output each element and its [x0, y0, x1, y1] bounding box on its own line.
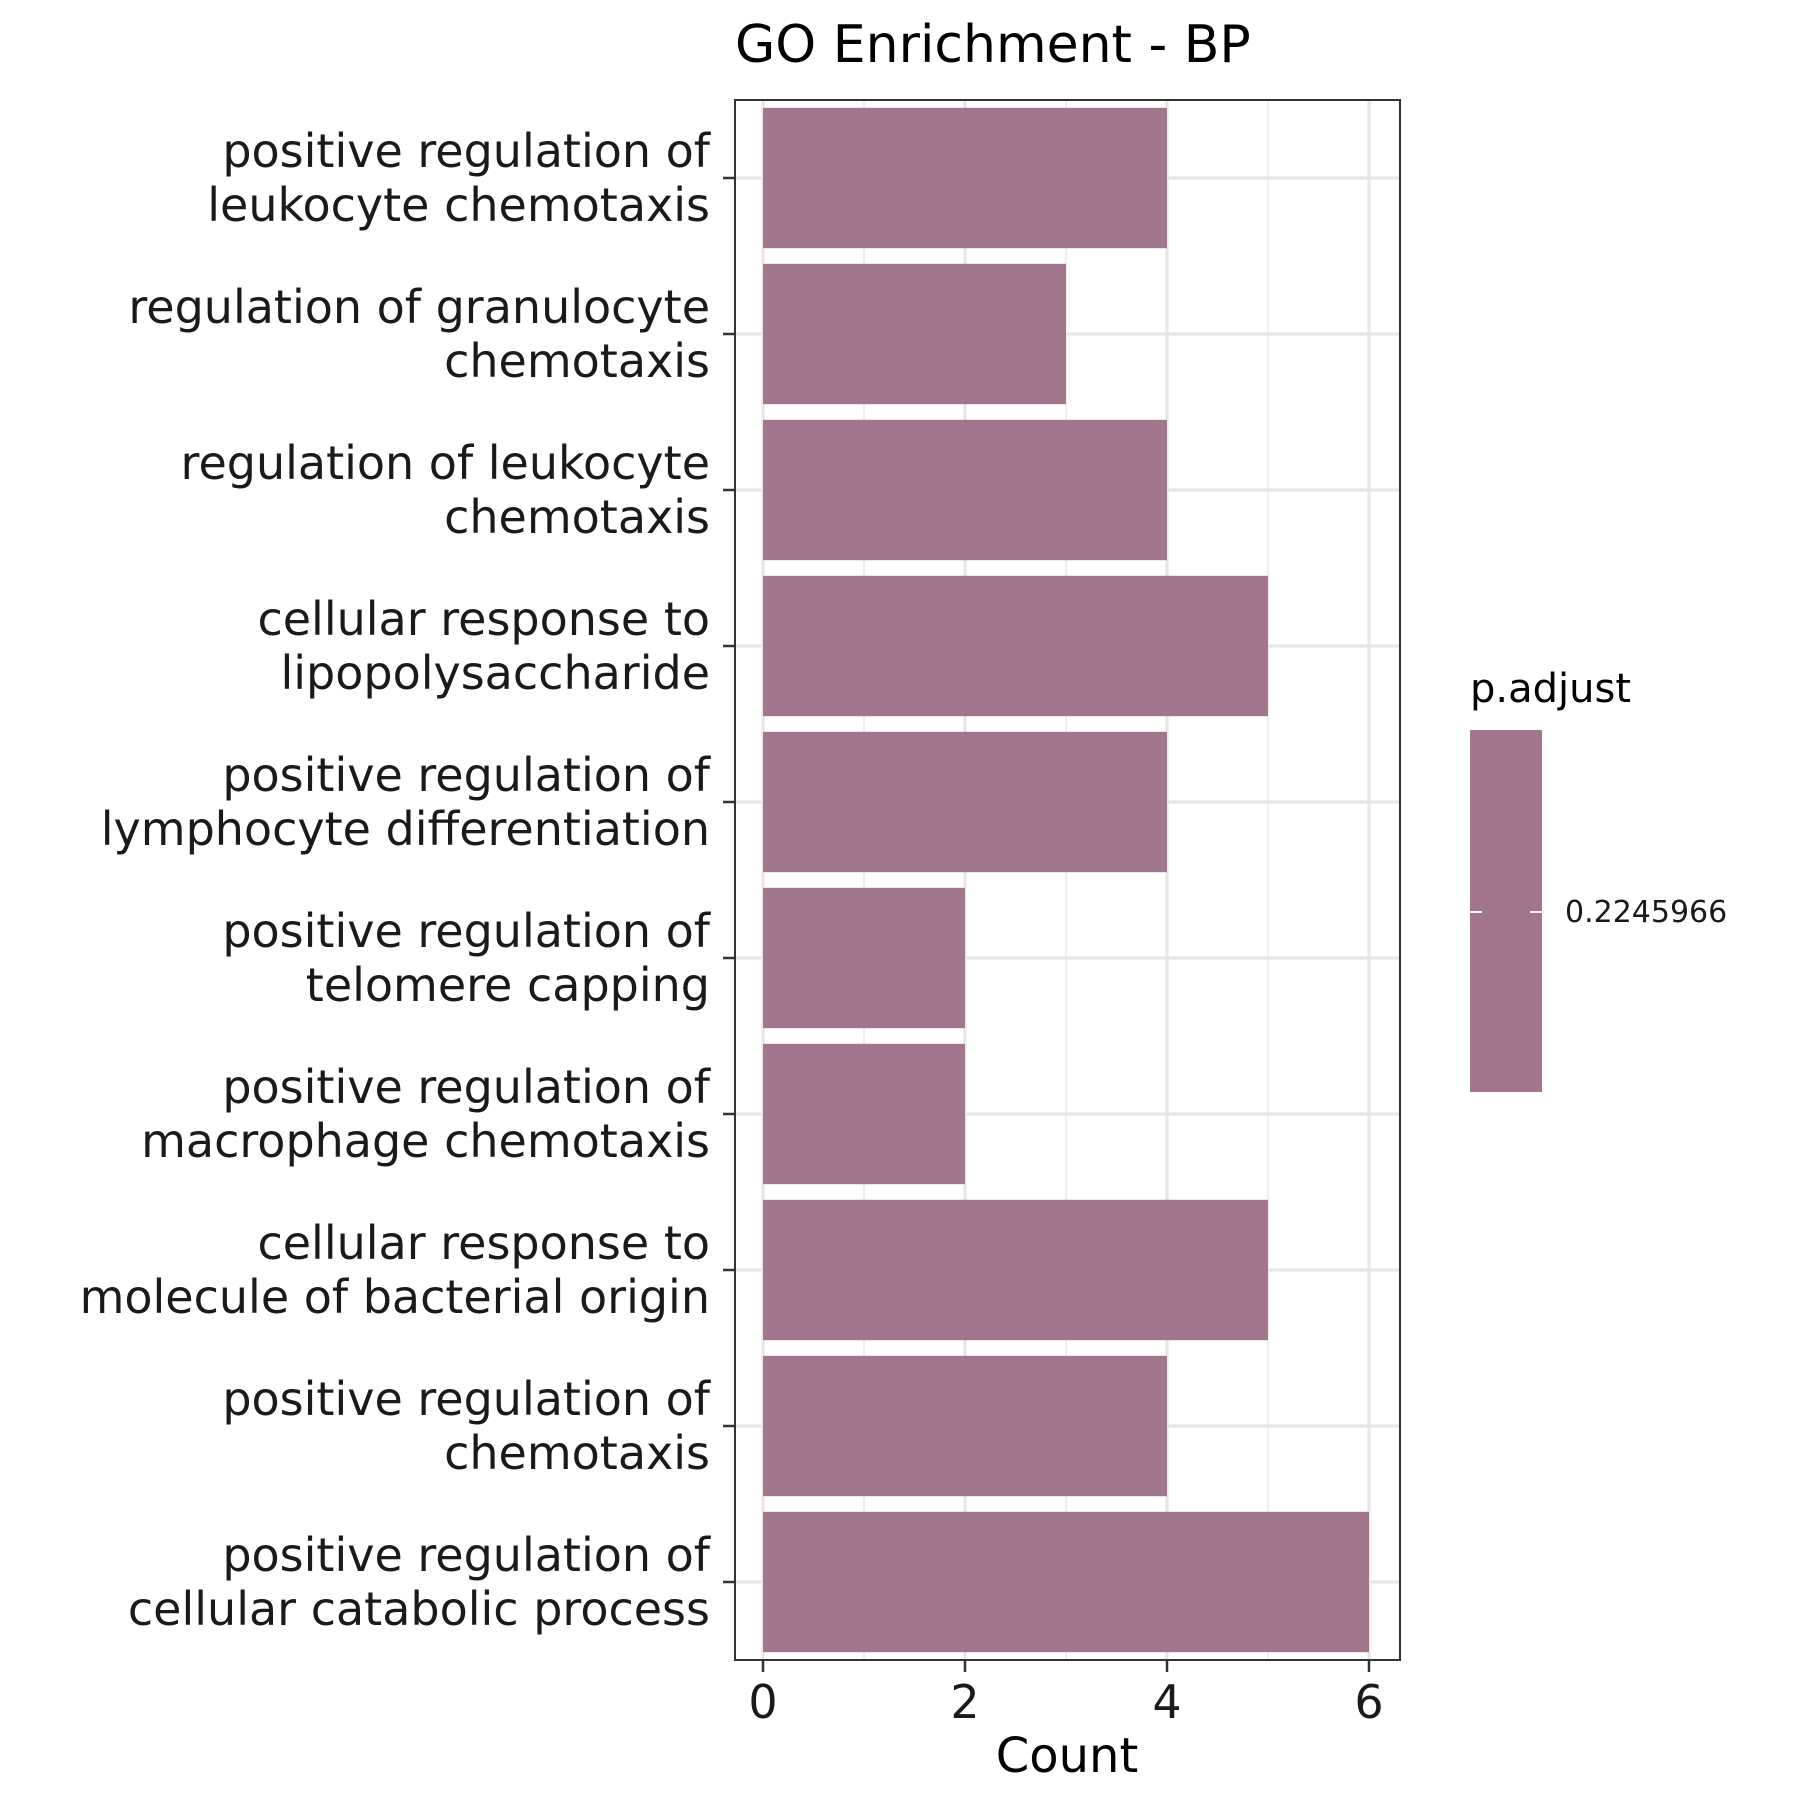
- y-tick-label-line: regulation of granulocyte: [128, 280, 710, 334]
- y-tick-label: regulation of leukocyte chemotaxis: [181, 436, 710, 544]
- y-tick-label-line: positive regulation of: [222, 124, 711, 178]
- y-tick-label-line: positive regulation of: [222, 1372, 711, 1426]
- legend-label: 0.2245966: [1565, 895, 1727, 930]
- y-tick-label-line: positive regulation of: [222, 748, 711, 802]
- bar: [763, 1199, 1268, 1341]
- y-tick-label-line: cellular catabolic process: [128, 1582, 710, 1636]
- y-tick-label-line: lymphocyte differentiation: [101, 802, 710, 856]
- y-axis: positive regulation of leukocyte chemotax…: [80, 124, 735, 1636]
- y-tick-label-line: positive regulation of: [222, 904, 711, 958]
- y-tick-label: cellular response to lipopolysaccharide: [257, 592, 710, 700]
- y-tick-label-line: macrophage chemotaxis: [141, 1114, 710, 1168]
- bar: [763, 107, 1167, 249]
- y-tick-label: regulation of granulocyte chemotaxis: [128, 280, 710, 388]
- bar: [763, 263, 1066, 405]
- x-tick-label: 2: [950, 1675, 979, 1729]
- chart-title: GO Enrichment - BP: [735, 15, 1251, 75]
- y-tick-label-line: chemotaxis: [444, 334, 710, 388]
- y-tick-label-line: molecule of bacterial origin: [80, 1270, 710, 1324]
- bar: [763, 887, 965, 1029]
- bar: [763, 1355, 1167, 1497]
- y-tick-label-line: positive regulation of: [222, 1060, 711, 1114]
- y-tick-label-line: chemotaxis: [444, 1426, 710, 1480]
- y-tick-label-line: leukocyte chemotaxis: [207, 178, 710, 232]
- x-tick-label: 0: [748, 1675, 777, 1729]
- x-axis: 0 2 4 6: [748, 1660, 1384, 1729]
- x-tick-label: 4: [1152, 1675, 1181, 1729]
- bar: [763, 1043, 965, 1185]
- y-tick-label: positive regulation of telomere capping: [222, 904, 711, 1012]
- y-tick-label: positive regulation of chemotaxis: [222, 1372, 711, 1480]
- y-tick-label: cellular response to molecule of bacteria…: [80, 1216, 710, 1324]
- bar: [763, 1511, 1369, 1653]
- y-tick-label-line: cellular response to: [257, 1216, 710, 1270]
- y-tick-label: positive regulation of lymphocyte differe…: [101, 748, 712, 856]
- y-tick-label: positive regulation of macrophage chemota…: [141, 1060, 712, 1168]
- panel-border: [734, 99, 1401, 1661]
- y-tick-label-line: regulation of leukocyte: [181, 436, 710, 490]
- legend-title: p.adjust: [1470, 666, 1631, 712]
- x-tick-label: 6: [1354, 1675, 1383, 1729]
- bar: [763, 731, 1167, 873]
- bar: [763, 575, 1268, 717]
- y-tick-label: positive regulation of leukocyte chemotax…: [207, 124, 712, 232]
- y-tick-label-line: cellular response to: [257, 592, 710, 646]
- x-axis-title: Count: [996, 1728, 1139, 1784]
- bars: [763, 107, 1369, 1653]
- y-tick-label-line: chemotaxis: [444, 490, 710, 544]
- bar: [763, 419, 1167, 561]
- plot-panel: [734, 99, 1401, 1661]
- y-tick-label-line: telomere capping: [306, 958, 710, 1012]
- y-tick-label: positive regulation of cellular catabolic…: [128, 1528, 712, 1636]
- y-tick-label-line: positive regulation of: [222, 1528, 711, 1582]
- y-tick-label-line: lipopolysaccharide: [280, 646, 710, 700]
- legend: p.adjust 0.2245966: [1470, 666, 1727, 1092]
